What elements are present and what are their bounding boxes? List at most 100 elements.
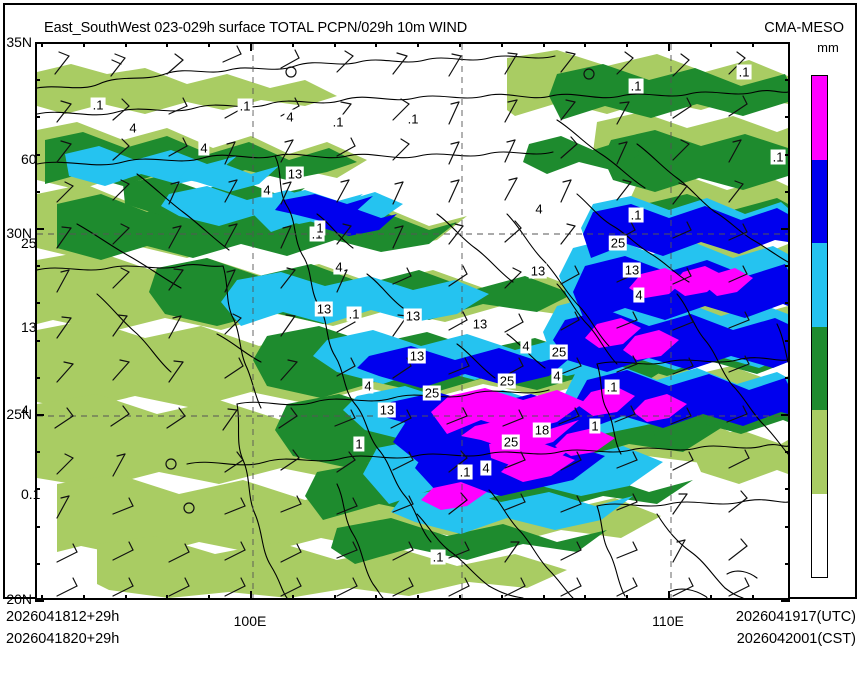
x-axis-tick-top [250,42,252,51]
precipitation-map-svg [37,44,788,598]
contour-value-label: 1 [589,418,601,434]
y-axis-tick [35,79,40,81]
x-axis-tick [417,595,419,600]
contour-value-label: .1 [237,98,253,114]
footer-init-utc: 2026041812+29h [6,609,120,625]
x-axis-tick [501,595,503,600]
contour-value-label: 4 [520,338,532,354]
x-axis-tick [668,591,670,600]
x-axis-label-100e: 100E [233,613,267,629]
colorbar-tick-label: 0.1 [21,486,41,503]
x-axis-tick-top [166,42,168,47]
y-axis-tick [35,526,40,528]
calm-circle [165,458,177,470]
x-axis-tick [752,595,754,600]
y-axis-tick [35,340,40,342]
contour-value-label: 4 [551,368,563,384]
x-axis-tick [710,595,712,600]
y-axis-tick-right [785,154,790,156]
contour-value-label: 13 [285,166,305,182]
y-axis-tick-right [785,302,790,304]
y-axis-tick [35,377,40,379]
y-axis-tick-right [785,340,790,342]
y-axis-tick-right [785,79,790,81]
x-axis-tick-top [208,42,210,47]
y-axis-label-35n: 35N [6,34,32,50]
x-axis-tick-top [668,42,670,51]
contour-value-label: .1 [405,111,421,127]
footer-valid-utc: 2026041917(UTC) [735,609,856,625]
y-axis-tick-right [781,600,790,602]
contour-value-label: .1 [770,149,786,165]
y-axis-label-20n: 20N [6,591,32,607]
x-axis-tick [41,595,43,600]
precipitation-colorbar[interactable] [811,75,828,578]
x-axis-tick-top [710,42,712,47]
x-axis-tick [543,595,545,600]
contour-value-label: .1 [604,379,620,395]
y-axis-tick [35,414,44,416]
x-axis-tick [375,595,377,600]
y-axis-tick-right [781,228,790,230]
contour-value-label: .1 [346,306,362,322]
x-axis-tick [166,595,168,600]
x-axis-tick-top [83,42,85,47]
contour-value-label: .1 [430,549,446,565]
x-axis-tick [292,595,294,600]
x-axis-tick-top [584,42,586,47]
y-axis-tick [35,42,44,44]
contour-value-label: 4 [284,109,296,125]
colorbar-unit-label: mm [817,40,839,55]
x-axis-tick-top [417,42,419,47]
calm-circle [285,66,297,78]
calm-circle [183,502,195,514]
y-axis-tick [35,600,44,602]
page-title: East_SouthWest 023-029h surface TOTAL PC… [44,20,468,36]
footer-init-cst: 2026041820+29h [6,631,120,647]
y-axis-tick [35,116,40,118]
colorbar-segment [812,326,827,410]
x-axis-tick [334,595,336,600]
y-axis-tick-right [781,414,790,416]
y-axis-tick [35,302,40,304]
colorbar-tick-label: 4 [21,402,29,419]
x-axis-tick-top [543,42,545,47]
map-borders [37,55,788,598]
y-axis-tick [35,265,40,267]
colorbar-tick-label: 60 [21,150,37,167]
contour-value-label: 4 [198,140,210,156]
precip-band-magenta [421,266,753,510]
x-axis-tick [125,595,127,600]
colorbar-segment [812,493,827,577]
x-axis-tick-top [292,42,294,47]
contour-value-label: .1 [628,207,644,223]
x-axis-label-110e: 110E [652,613,684,629]
x-axis-tick-top [501,42,503,47]
y-axis-tick-right [785,526,790,528]
calm-circle [583,68,595,80]
contour-value-label: .1 [736,64,752,80]
contour-value-label: 4 [633,287,645,303]
contour-value-label: 13 [314,301,334,317]
map-plot-area[interactable]: .144.14134.1.1.1.1.14.125131344.1.113131… [35,42,790,600]
y-axis-label-30n: 30N [6,225,32,241]
colorbar-segment [812,410,827,494]
y-axis-tick-right [785,451,790,453]
y-axis-tick-right [781,42,790,44]
x-axis-tick-top [41,42,43,47]
contour-value-label: 4 [127,120,139,136]
x-axis-tick [250,591,252,600]
y-axis-tick [35,488,40,490]
contour-value-label: 25 [422,385,442,401]
map-gridlines [37,44,788,598]
colorbar-segment [812,76,827,160]
contour-value-label: 25 [608,235,628,251]
contour-value-label: .1 [457,464,473,480]
y-axis-tick [35,228,44,230]
y-axis-tick-right [785,265,790,267]
contour-value-label: 25 [549,344,569,360]
x-axis-tick-top [752,42,754,47]
x-axis-tick-top [459,42,461,47]
contour-value-label: 4 [261,182,273,198]
